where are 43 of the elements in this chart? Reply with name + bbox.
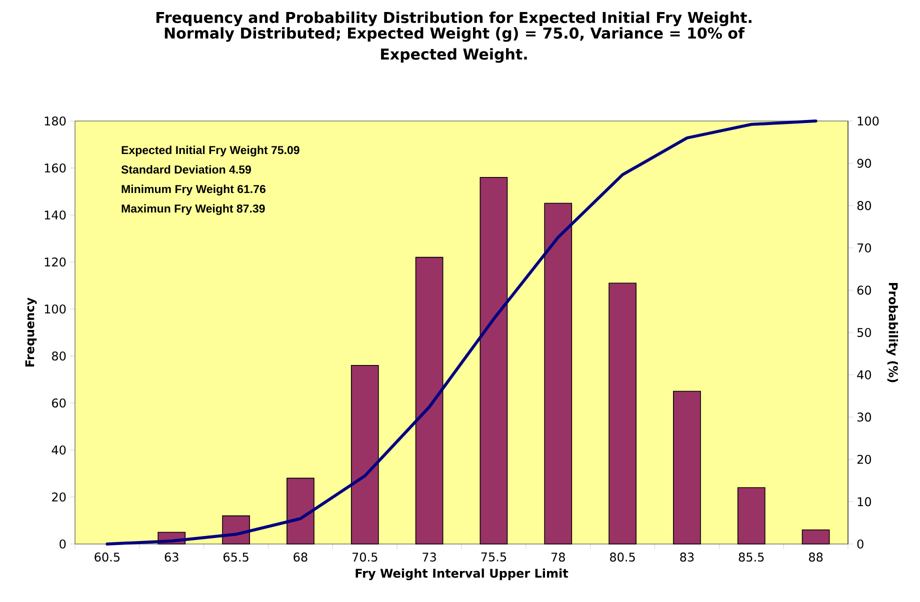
y-tick-label: 140 [44, 210, 66, 220]
chart-subtitle: Normaly Distributed; Expected Weight (g) = 75.0, Variance = 10% of Expected Weight. [164, 27, 745, 63]
y-axis-title: Frequency [25, 298, 37, 367]
x-tick-label: 80.5 [610, 552, 635, 562]
y2-tick-label: 30 [857, 412, 872, 422]
annotation: Maximun Fry Weight 87.39 [122, 204, 265, 215]
y2-tick-label: 60 [857, 286, 872, 295]
y-tick-label: 60 [52, 398, 66, 408]
y-tick-label: 100 [44, 304, 66, 314]
y2-tick-label: 90 [857, 158, 872, 168]
x-tick-label: 78 [551, 552, 565, 562]
y-tick-label: 180 [44, 116, 66, 126]
y-tick-label: 160 [44, 163, 66, 173]
y2-tick-label: 20 [857, 454, 872, 464]
y-tick-label: 120 [44, 257, 66, 267]
line-series [106, 119, 818, 546]
y2-axis-title: Probability (%) [886, 282, 898, 382]
annotation: Minimum Fry Weight 61.76 [122, 184, 266, 196]
x-axis-title: Fry Weight Interval Upper Limit [356, 568, 568, 580]
annotation: Standard Deviation 4.59 [121, 165, 251, 174]
x-tick-label: 85.5 [738, 552, 764, 562]
y2-tick-label: 40 [857, 370, 872, 380]
x-tick-label: 68 [294, 552, 308, 562]
y-tick-label: 40 [52, 445, 66, 455]
y2-tick-label: 100 [858, 116, 879, 126]
x-tick-label: 83 [680, 552, 694, 562]
x-tick-label: 88 [808, 552, 823, 562]
x-tick-label: 75.5 [481, 552, 506, 562]
annotation: Expected Initial Fry Weight 75.09 [122, 146, 300, 156]
x-tick-label: 65.5 [224, 552, 248, 562]
y2-tick-label: 70 [858, 243, 872, 252]
x-tick-label: 70.5 [352, 552, 378, 562]
y-tick-label: 0 [60, 539, 66, 549]
y-tick-label: 20 [52, 492, 66, 502]
y-tick-label: 80 [52, 351, 66, 361]
x-tick-label: 60.5 [94, 552, 120, 562]
y2-tick-label: 50 [857, 328, 872, 338]
y2-tick-label: 10 [858, 497, 872, 506]
x-tick-label: 73 [422, 552, 436, 562]
x-tick-label: 63 [164, 552, 178, 562]
y2-tick-label: 80 [857, 201, 872, 210]
y2-tick-label: 0 [857, 539, 864, 549]
chart-title: Frequency and Probability Distribution for Expected Initial Fry Weight. [156, 12, 752, 26]
